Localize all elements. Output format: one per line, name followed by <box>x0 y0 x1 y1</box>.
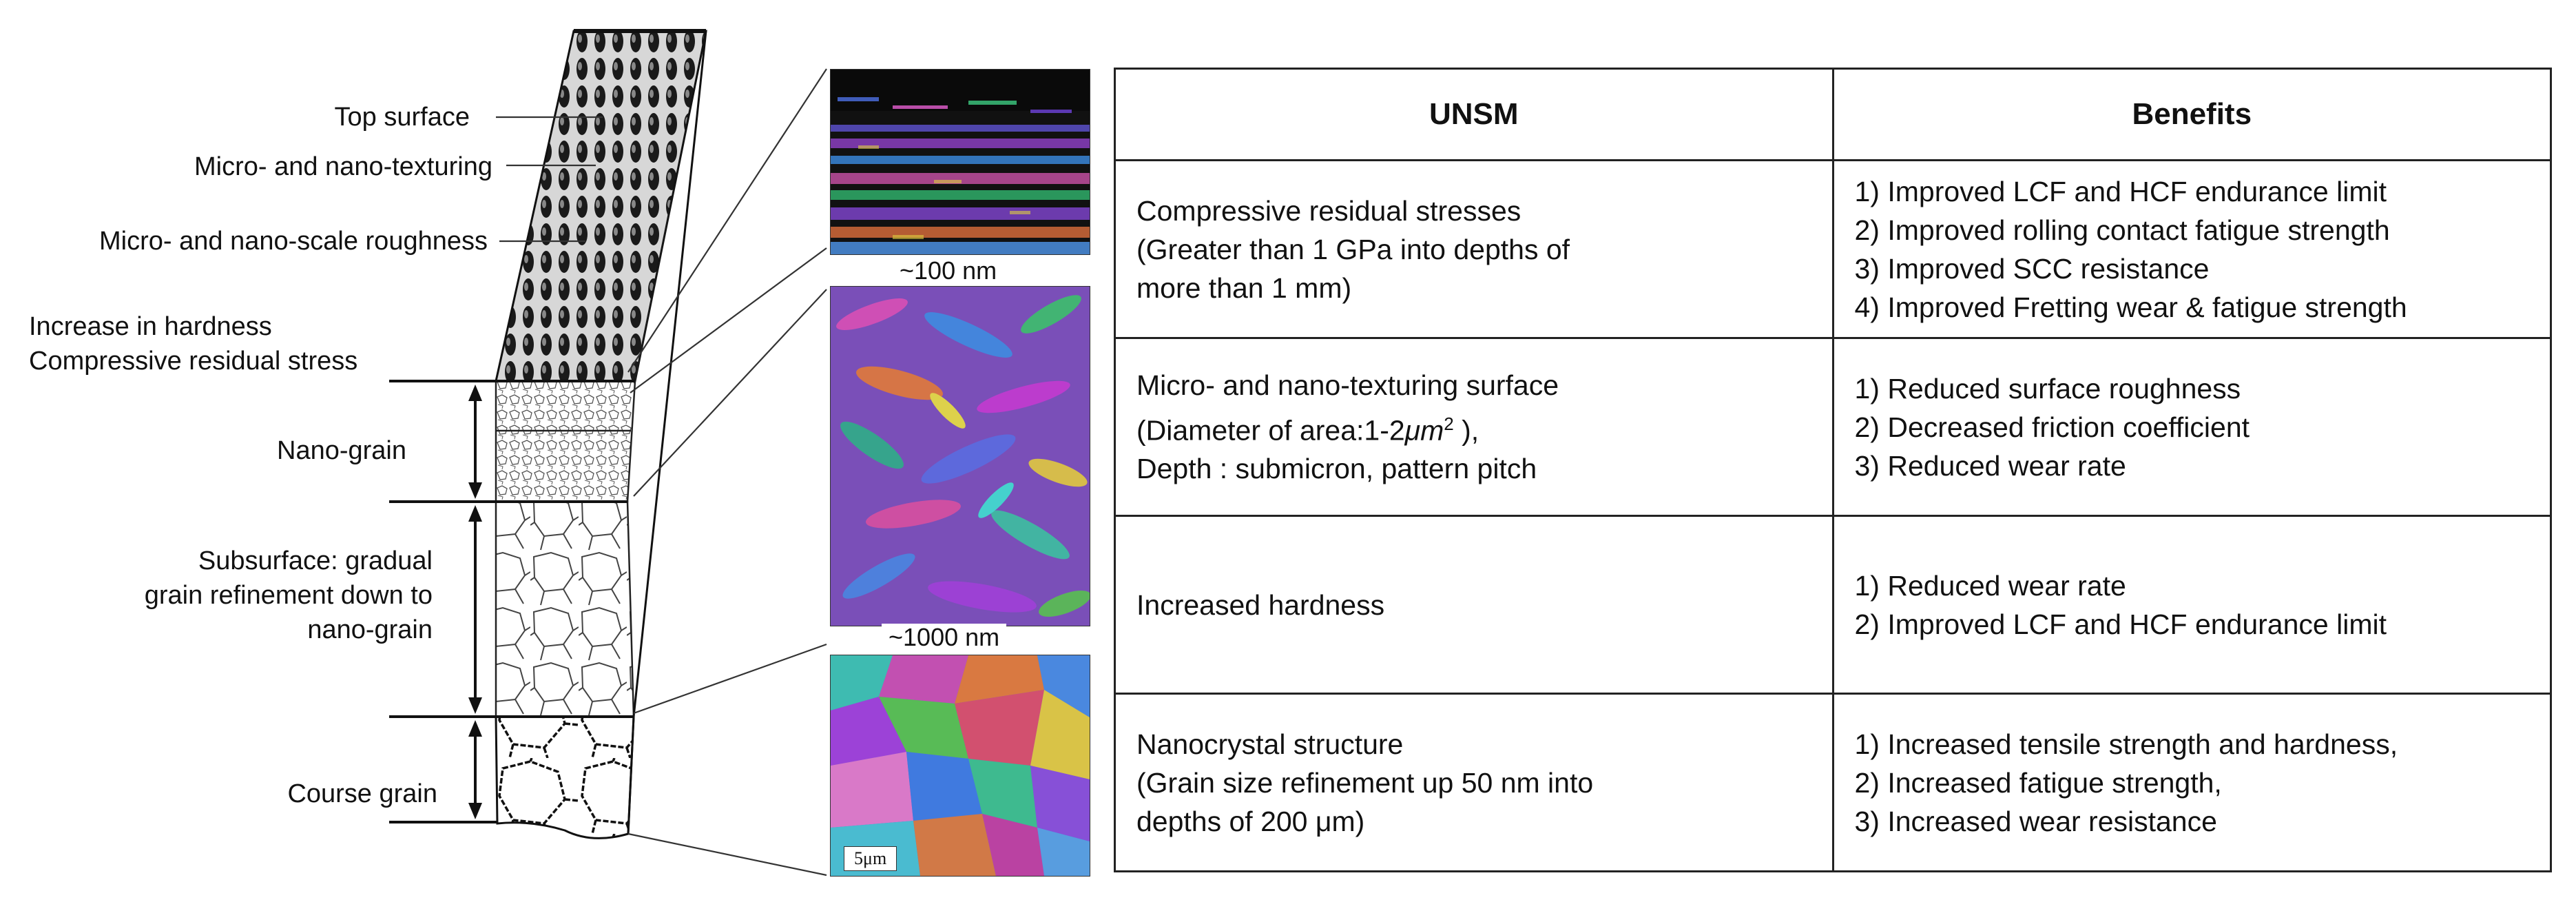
label-nano-grain: Nano-grain <box>277 436 406 465</box>
unsm-cell: Increased hardness <box>1114 515 1834 695</box>
table-row: Compressive residual stresses (Greater t… <box>1114 159 2552 339</box>
coarse-grain-layer <box>495 715 635 839</box>
nano-grain-layer <box>495 380 636 503</box>
header-benefits: Benefits <box>1831 68 2552 161</box>
label-subsurface-2: grain refinement down to <box>144 581 433 610</box>
micrograph-middle <box>830 286 1090 626</box>
benefits-cell: 1) Reduced wear rate 2) Improved LCF and… <box>1831 515 2552 695</box>
table-row: Micro- and nano-texturing surface (Diame… <box>1114 337 2552 517</box>
label-subsurface-1: Subsurface: gradual <box>198 546 433 575</box>
micrograph-caption-1000nm: ~1000 nm <box>882 624 1007 651</box>
label-texturing: Micro- and nano-texturing <box>194 152 492 181</box>
micrograph-top <box>830 69 1090 255</box>
benefits-cell: 1) Improved LCF and HCF endurance limit … <box>1831 159 2552 339</box>
label-top-surface: Top surface <box>334 103 470 132</box>
unsm-cell: Nanocrystal structure (Grain size refine… <box>1114 693 1834 872</box>
benefits-cell: 1) Reduced surface roughness 2) Decrease… <box>1831 337 2552 517</box>
subsurface-layer <box>495 500 635 718</box>
header-unsm: UNSM <box>1114 68 1834 161</box>
label-residual-stress: Compressive residual stress <box>29 347 358 376</box>
surface-layer-schematic <box>389 29 827 877</box>
unsm-cell: Micro- and nano-texturing surface (Diame… <box>1114 337 1834 517</box>
unsm-cell: Compressive residual stresses (Greater t… <box>1114 159 1834 339</box>
table-row: Increased hardness 1) Reduced wear rate … <box>1114 515 2552 695</box>
scale-bar-label: 5μm <box>844 846 897 871</box>
benefits-cell: 1) Increased tensile strength and hardne… <box>1831 693 2552 872</box>
label-hardness: Increase in hardness <box>29 312 272 341</box>
label-roughness: Micro- and nano-scale roughness <box>99 227 488 256</box>
micrograph-bottom <box>830 655 1090 877</box>
unsm-benefits-table: UNSM Benefits Compressive residual stres… <box>1114 68 2552 872</box>
label-course-grain: Course grain <box>287 779 437 808</box>
label-subsurface-3: nano-grain <box>307 615 433 644</box>
table-row: Nanocrystal structure (Grain size refine… <box>1114 693 2552 872</box>
micrograph-caption-100nm: ~100 nm <box>893 257 1004 285</box>
